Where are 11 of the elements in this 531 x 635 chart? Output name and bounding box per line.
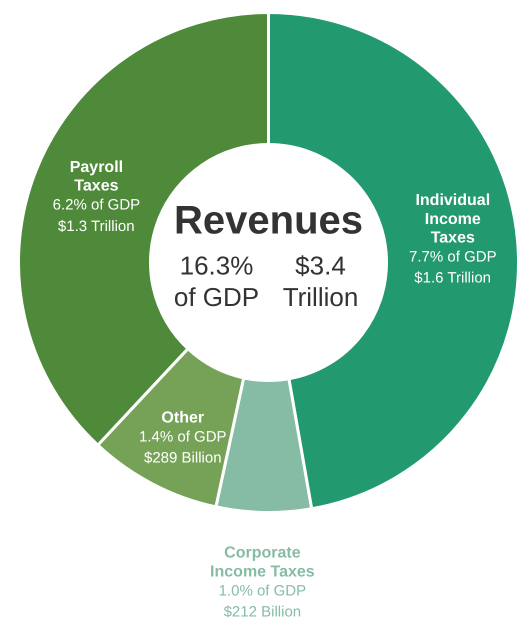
slice-label: Individual Income Taxes <box>415 192 490 246</box>
text: $3.4 Trillion <box>282 250 358 312</box>
data-label: 1.0% of GDP $212 Billion <box>218 582 306 621</box>
text: 16.3% of GDP <box>174 250 260 312</box>
data-label: 6.2% of GDP $1.3 Trillion <box>52 196 140 235</box>
text: Revenues <box>174 198 363 242</box>
slice-label: Corporate Income Taxes <box>210 544 315 580</box>
data-label: 1.4% of GDP $289 Billion <box>139 428 227 467</box>
slice-label: Other <box>161 409 204 426</box>
data-label: 7.7% of GDP $1.6 Trillion <box>409 248 497 287</box>
slice-label: Payroll Taxes <box>70 158 124 195</box>
